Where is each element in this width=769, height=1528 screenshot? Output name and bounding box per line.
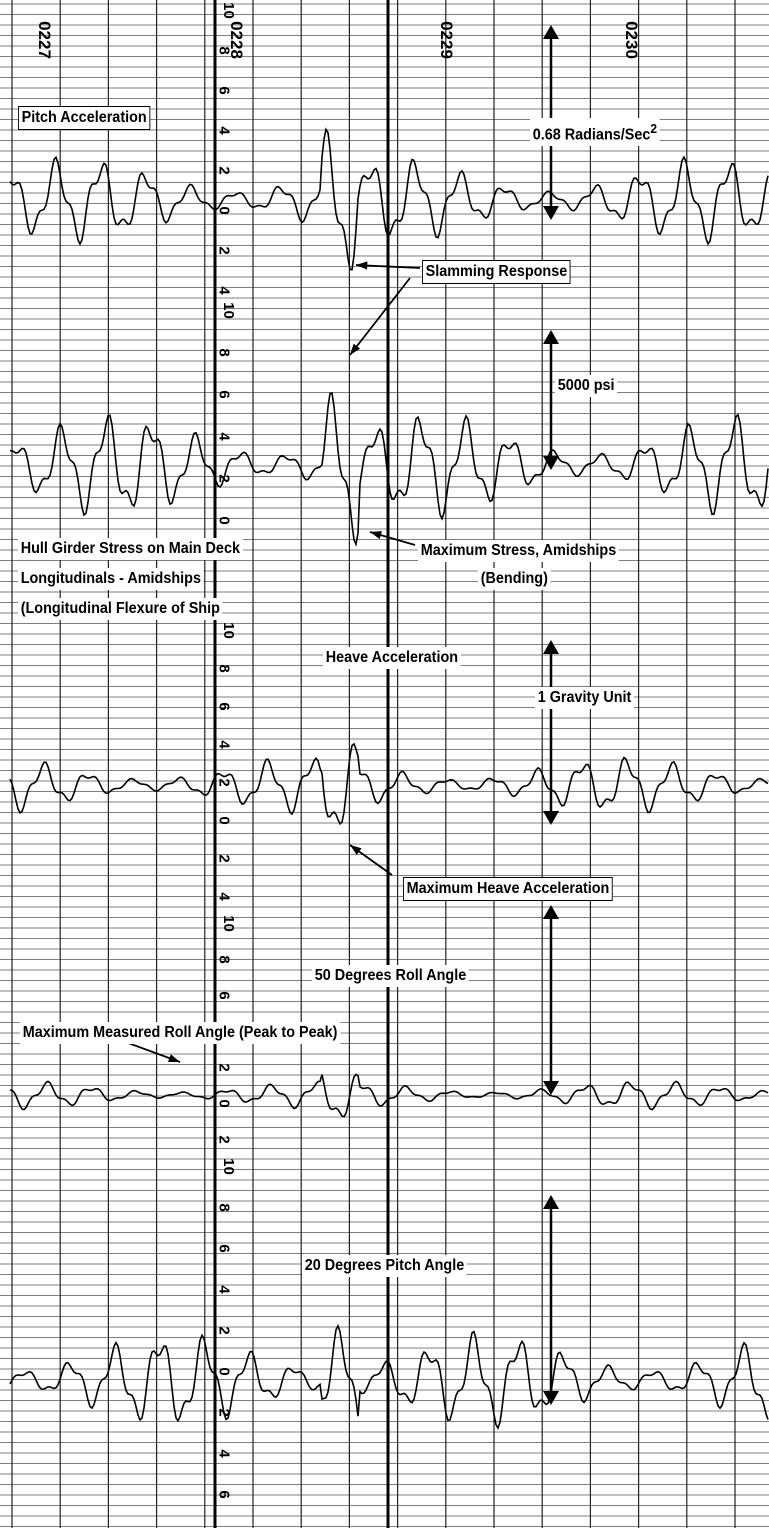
- arrow-head: [543, 1195, 559, 1209]
- scale-label: 8: [215, 348, 233, 357]
- scale-label: 6: [215, 1244, 233, 1253]
- scale-label: 2: [215, 778, 233, 787]
- scale-label: 8: [215, 955, 233, 964]
- scale-label: 10: [219, 2, 237, 19]
- time-label: 0229: [436, 21, 456, 59]
- scale-label: 4: [215, 432, 233, 441]
- callout: Slamming Response: [422, 260, 571, 284]
- arrow-head: [543, 640, 559, 654]
- channel-label: Pitch Acceleration: [18, 106, 151, 130]
- range-sup: 2: [650, 121, 658, 136]
- scale-label: 10: [219, 622, 237, 639]
- scale-label: 2: [215, 1408, 233, 1417]
- scale-label: 6: [215, 991, 233, 1000]
- scale-label: 4: [215, 286, 233, 295]
- scale-label: 0: [215, 516, 233, 525]
- channel-label: (Longitudinal Flexure of Ship: [18, 598, 223, 620]
- channel-label: Maximum Measured Roll Angle (Peak to Pea…: [20, 1022, 341, 1044]
- scale-label: 0: [215, 206, 233, 215]
- channel-label: Heave Acceleration: [323, 647, 461, 669]
- scale-label: 10: [219, 915, 237, 932]
- arrow-head: [543, 1081, 559, 1095]
- scale-label: 2: [215, 1135, 233, 1144]
- scale-label: 8: [215, 46, 233, 55]
- time-label: 0227: [34, 21, 54, 59]
- trace: [9, 392, 769, 547]
- callout-arrow: [349, 277, 411, 356]
- arrow-head: [370, 531, 382, 540]
- scale-label: 0: [215, 1099, 233, 1108]
- trace: [9, 127, 769, 271]
- scale-label: 4: [215, 892, 233, 901]
- scale-label: 0: [215, 816, 233, 825]
- arrow-head: [543, 206, 559, 220]
- scale-label: 2: [215, 854, 233, 863]
- scale-label: 6: [215, 390, 233, 399]
- scale-label: 0: [215, 1367, 233, 1376]
- arrow-head: [350, 343, 361, 355]
- channel-label: Hull Girder Stress on Main Deck: [18, 538, 243, 560]
- scale-label: 2: [215, 1326, 233, 1335]
- scale-label: 2: [215, 166, 233, 175]
- scale-label: 10: [219, 302, 237, 319]
- scale-label: 6: [215, 1490, 233, 1499]
- time-label: 0230: [621, 21, 641, 59]
- trace: [9, 1073, 769, 1118]
- scale-label: 4: [215, 126, 233, 135]
- scale-label: 4: [215, 740, 233, 749]
- arrow-head: [168, 1054, 180, 1062]
- callout: Maximum Stress, Amidships: [418, 540, 619, 562]
- arrow-head: [356, 261, 368, 270]
- scale-label: 8: [215, 664, 233, 673]
- arrow-head: [350, 845, 362, 855]
- scale-label: 4: [215, 1449, 233, 1458]
- scale-label: 10: [219, 1158, 237, 1175]
- arrow-head: [543, 456, 559, 470]
- scale-label: 2: [215, 474, 233, 483]
- scale-label: 2: [215, 246, 233, 255]
- scale-label: 6: [215, 86, 233, 95]
- scale-label: 6: [215, 702, 233, 711]
- trace: [9, 742, 769, 826]
- channel-label: Longitudinals - Amidships: [18, 568, 204, 590]
- range-label: 50 Degrees Roll Angle: [312, 965, 469, 987]
- callout: (Bending): [478, 568, 551, 590]
- arrow-head: [543, 811, 559, 825]
- arrow-head: [543, 330, 559, 344]
- range-label: 1 Gravity Unit: [535, 687, 635, 709]
- arrow-head: [543, 905, 559, 919]
- scale-label: 8: [215, 1203, 233, 1212]
- range-label: 5000 psi: [555, 375, 618, 397]
- scale-label: 2: [215, 1063, 233, 1072]
- callout: Maximum Heave Acceleration: [403, 877, 613, 901]
- range-label: 0.68 Radians/Sec2: [530, 118, 660, 147]
- arrow-head: [543, 25, 559, 39]
- arrow-head: [543, 1391, 559, 1405]
- scale-label: 4: [215, 1285, 233, 1294]
- range-label: 20 Degrees Pitch Angle: [302, 1255, 467, 1277]
- trace: [9, 1323, 769, 1430]
